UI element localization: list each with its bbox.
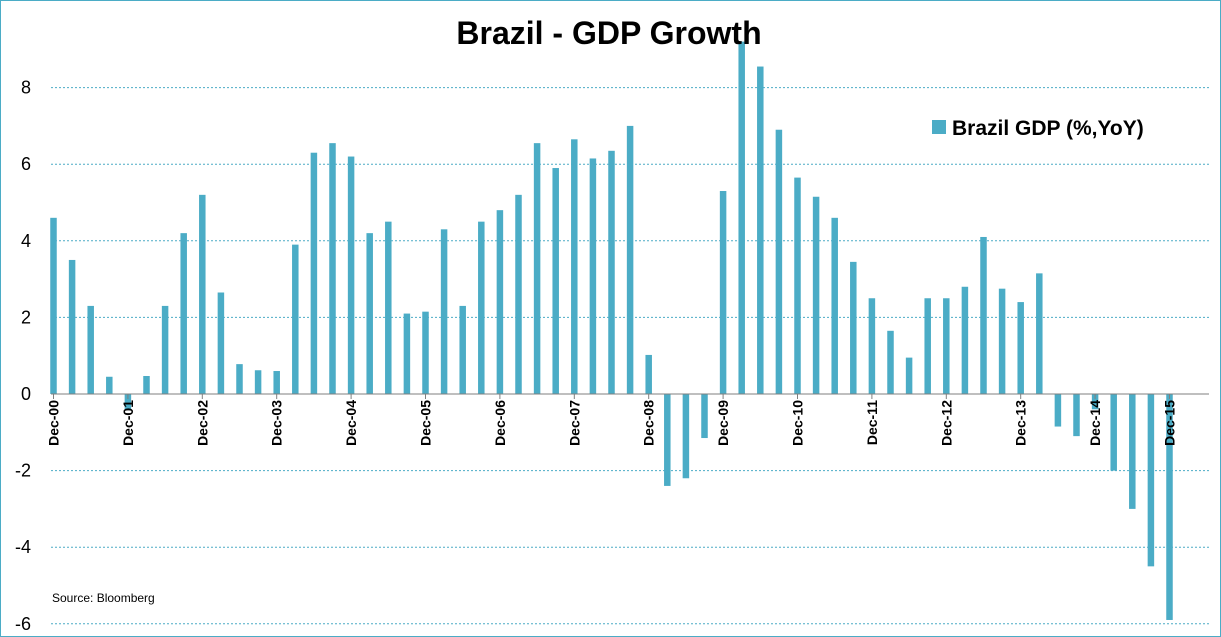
bar (850, 261, 857, 394)
bar (757, 66, 764, 394)
x-tick-label: Dec-13 (1013, 400, 1029, 446)
bar (738, 41, 745, 394)
bar (1017, 302, 1024, 394)
bar (719, 191, 727, 394)
bar (905, 357, 913, 394)
y-tick-label: -6 (15, 614, 31, 634)
x-axis-ticks: Dec-00 Dec-01 Dec-02 Dec-03 Dec-04 Dec-05 Dec-… (46, 394, 1178, 446)
bar (924, 298, 931, 394)
chart-title: Brazil - GDP Growth (456, 15, 761, 51)
bar (124, 394, 132, 410)
legend-label: Brazil GDP (%,YoY) (952, 117, 1144, 140)
bar (403, 313, 411, 394)
bar (1036, 273, 1043, 394)
bar (1166, 394, 1173, 620)
bar (831, 217, 838, 394)
x-tick-label: Dec-02 (194, 400, 210, 446)
bar (161, 305, 169, 394)
bar (478, 221, 485, 394)
bar (347, 156, 355, 394)
bar (1147, 394, 1155, 567)
bar (254, 370, 262, 394)
bar (1073, 394, 1080, 437)
y-tick-label: -2 (15, 461, 31, 481)
y-tick-label: 6 (21, 154, 31, 174)
x-tick-label: Dec-10 (790, 400, 806, 446)
bar (552, 168, 559, 394)
x-tick-label: Dec-03 (269, 400, 285, 446)
x-tick-label: Dec-15 (1162, 400, 1178, 446)
bar (701, 394, 708, 439)
bar (868, 298, 876, 394)
source-note: Source: Bloomberg (52, 591, 155, 605)
bar (1091, 394, 1099, 410)
x-tick-label: Dec-09 (715, 400, 731, 446)
bar (961, 286, 969, 394)
bar (329, 143, 336, 394)
bar (422, 311, 429, 394)
bar (217, 292, 225, 394)
bar (385, 221, 392, 394)
bar (236, 364, 243, 394)
x-tick-label: Dec-12 (938, 400, 954, 446)
bar (533, 143, 541, 394)
gridlines (51, 87, 1209, 625)
y-tick-label: 8 (21, 78, 31, 98)
bar (571, 139, 578, 394)
legend: Brazil GDP (%,YoY) (932, 117, 1144, 140)
bar (1110, 394, 1117, 471)
bar (980, 236, 987, 394)
x-tick-label: Dec-14 (1087, 400, 1103, 446)
bar (68, 259, 76, 394)
bar (794, 177, 801, 394)
bar (310, 152, 318, 394)
bar (812, 196, 820, 394)
bar (106, 376, 113, 394)
bar (775, 129, 783, 395)
x-tick-label: Dec-04 (343, 400, 359, 446)
y-tick-label: 4 (21, 231, 31, 251)
x-tick-label: Dec-01 (120, 400, 136, 446)
bar (50, 217, 57, 394)
bar (459, 305, 466, 394)
bars (50, 41, 1173, 620)
bar (273, 371, 280, 394)
y-axis-ticks: 8 6 4 2 0 -2 -4 -6 (15, 78, 31, 634)
x-tick-label: Dec-00 (46, 400, 62, 446)
bar (626, 125, 634, 395)
bar (943, 298, 950, 394)
bar (682, 394, 690, 479)
bar (887, 330, 894, 394)
bar (1129, 394, 1136, 509)
x-tick-label: Dec-07 (566, 400, 582, 446)
bar (440, 229, 448, 394)
x-tick-label: Dec-08 (641, 400, 657, 446)
y-tick-label: -4 (15, 537, 31, 557)
bar (589, 158, 597, 394)
bar (87, 305, 94, 394)
bar (998, 288, 1006, 394)
bar (515, 194, 522, 394)
x-tick-label: Dec-06 (492, 400, 508, 446)
bar (496, 210, 504, 394)
bar (366, 233, 373, 394)
bar (199, 194, 206, 394)
x-tick-label: Dec-11 (864, 400, 880, 445)
bar (645, 354, 652, 394)
bar (1054, 394, 1062, 427)
bar (664, 394, 671, 486)
legend-swatch (932, 120, 946, 134)
bar (180, 233, 187, 394)
y-tick-label: 2 (21, 307, 31, 327)
x-tick-label: Dec-05 (418, 400, 434, 446)
bar (292, 244, 299, 394)
y-tick-label: 0 (21, 384, 31, 404)
bar (143, 376, 150, 394)
bar (608, 150, 615, 394)
